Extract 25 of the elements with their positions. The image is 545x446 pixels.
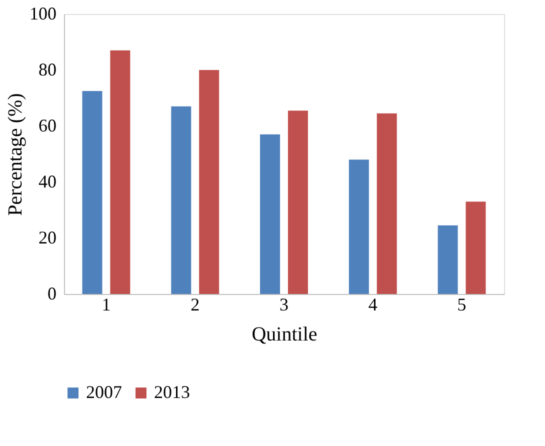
legend-label: 2007: [86, 382, 122, 402]
x-tick-label: 3: [280, 294, 288, 314]
legend-label: 2013: [154, 382, 190, 402]
y-axis-title: Percentage (%): [4, 93, 26, 216]
bar: [438, 225, 458, 294]
bar: [376, 113, 397, 294]
bar: [110, 50, 130, 294]
y-tick-label: 100: [30, 4, 56, 24]
bar: [199, 70, 220, 294]
y-tick-label: 0: [48, 284, 56, 304]
y-tick-label: 20: [38, 228, 56, 248]
y-tick-label: 80: [38, 60, 56, 80]
x-tick-label: 5: [457, 294, 466, 314]
bar: [82, 91, 102, 294]
bar: [260, 134, 280, 294]
y-tick-label: 60: [38, 116, 56, 136]
x-axis-title: Quintile: [252, 324, 318, 346]
bar: [466, 202, 486, 294]
x-tick-label: 4: [368, 294, 378, 314]
bar: [288, 110, 308, 294]
bar: [171, 106, 192, 294]
bar: [348, 160, 369, 294]
x-tick-label: 1: [102, 294, 111, 314]
y-tick-label: 40: [38, 172, 56, 192]
x-tick-label: 2: [190, 294, 200, 314]
